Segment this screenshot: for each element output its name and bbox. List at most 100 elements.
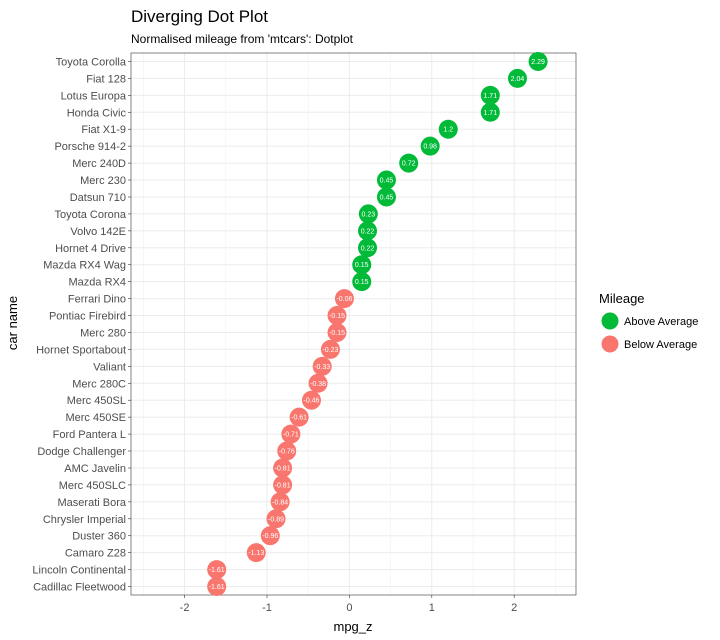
data-point xyxy=(246,543,266,563)
data-point xyxy=(376,187,396,207)
data-label: -0.33 xyxy=(314,364,330,371)
data-label: -0.23 xyxy=(322,347,338,354)
data-point xyxy=(207,577,227,597)
data-label: -0.46 xyxy=(303,398,319,405)
y-tick-label: Ford Pantera L xyxy=(53,429,126,441)
data-label: 0.15 xyxy=(355,279,369,286)
legend-swatch-below-average xyxy=(601,335,619,353)
y-tick-label: Maserati Bora xyxy=(58,497,127,509)
data-label: -0.81 xyxy=(275,465,291,472)
y-tick-label: Merc 450SL xyxy=(67,395,126,407)
data-point xyxy=(273,458,293,478)
data-label: -1.61 xyxy=(209,567,225,574)
x-axis-title: mpg_z xyxy=(333,619,372,634)
x-tick-labels: -2 -1 0 1 2 xyxy=(180,595,517,614)
y-tick-label: Pontiac Firebird xyxy=(49,311,126,323)
data-point xyxy=(260,526,280,546)
data-point xyxy=(352,272,372,292)
data-point xyxy=(281,424,301,444)
data-point xyxy=(480,85,500,105)
x-tick-label: 1 xyxy=(429,602,435,614)
y-tick-label: Merc 280C xyxy=(72,378,126,390)
data-point xyxy=(308,373,328,393)
data-point xyxy=(420,136,440,156)
data-label: 0.23 xyxy=(362,211,376,218)
legend-swatch-above-average xyxy=(601,312,619,330)
data-label: 1.71 xyxy=(483,93,497,100)
data-label: -0.38 xyxy=(310,381,326,388)
data-point xyxy=(399,153,419,173)
data-label: 0.45 xyxy=(380,178,394,185)
data-label: -1.13 xyxy=(248,550,264,557)
y-tick-label: Porsche 914-2 xyxy=(54,141,126,153)
data-point xyxy=(327,322,347,342)
data-point xyxy=(327,306,347,326)
data-label: -1.61 xyxy=(209,584,225,591)
data-point xyxy=(438,119,458,139)
data-label: 0.15 xyxy=(355,262,369,269)
data-label: 0.98 xyxy=(423,144,437,151)
legend-label-below-average: Below Average xyxy=(624,339,697,351)
data-point xyxy=(376,170,396,190)
data-label: 0.72 xyxy=(402,161,416,168)
y-tick-label: Ferrari Dino xyxy=(68,294,126,306)
data-label: -0.15 xyxy=(329,313,345,320)
y-tick-label: Camaro Z28 xyxy=(65,548,126,560)
y-tick-label: Merc 280 xyxy=(80,327,126,339)
data-label: 0.22 xyxy=(361,228,375,235)
chart-subtitle: Normalised mileage from 'mtcars': Dotplo… xyxy=(131,32,354,46)
data-point xyxy=(507,68,527,88)
y-tick-label: Toyota Corolla xyxy=(56,56,127,68)
y-tick-labels: Toyota Corolla Fiat 128 Lotus Europa Honda … xyxy=(32,56,131,594)
y-tick-label: Lotus Europa xyxy=(61,90,127,102)
y-tick-label: Honda Civic xyxy=(67,107,127,119)
data-point xyxy=(358,221,378,241)
y-tick-label: Dodge Challenger xyxy=(37,446,126,458)
y-tick-label: Cadillac Fleetwood xyxy=(33,582,126,594)
x-tick-label: -1 xyxy=(262,602,272,614)
y-tick-label: Mazda RX4 Wag xyxy=(43,260,126,272)
data-point xyxy=(270,492,290,512)
y-tick-label: Mazda RX4 xyxy=(69,277,126,289)
data-point xyxy=(266,509,286,529)
data-label: -0.61 xyxy=(291,415,307,422)
y-tick-label: Merc 450SE xyxy=(65,412,126,424)
data-point xyxy=(320,339,340,359)
y-axis-title: car name xyxy=(5,296,20,350)
data-point xyxy=(352,255,372,275)
y-tick-label: Lincoln Continental xyxy=(32,565,126,577)
legend: Mileage Above Average Below Average xyxy=(599,291,698,353)
y-tick-label: AMC Javelin xyxy=(64,463,126,475)
data-point xyxy=(528,51,548,71)
data-label: -0.81 xyxy=(275,482,291,489)
y-tick-label: Toyota Corona xyxy=(54,209,126,221)
data-label: 0.45 xyxy=(380,194,394,201)
data-label: -0.89 xyxy=(268,516,284,523)
x-tick-label: -2 xyxy=(180,602,190,614)
data-label: 1.71 xyxy=(483,110,497,117)
y-tick-label: Fiat X1-9 xyxy=(81,124,126,136)
chart-title: Diverging Dot Plot xyxy=(131,7,268,26)
data-point xyxy=(207,560,227,580)
y-tick-label: Hornet 4 Drive xyxy=(55,243,126,255)
data-label: -0.71 xyxy=(283,432,299,439)
legend-label-above-average: Above Average xyxy=(624,316,698,328)
data-point xyxy=(312,356,332,376)
data-point xyxy=(334,289,354,309)
y-tick-label: Datsun 710 xyxy=(70,192,126,204)
y-tick-label: Valiant xyxy=(93,361,126,373)
y-tick-label: Duster 360 xyxy=(72,531,126,543)
data-label: -0.15 xyxy=(329,330,345,337)
grid xyxy=(131,53,576,595)
x-tick-label: 0 xyxy=(346,602,352,614)
y-tick-label: Fiat 128 xyxy=(86,73,126,85)
data-label: -0.96 xyxy=(262,533,278,540)
x-tick-label: 2 xyxy=(511,602,517,614)
y-tick-label: Merc 230 xyxy=(80,175,126,187)
data-point xyxy=(289,407,309,427)
y-tick-label: Merc 240D xyxy=(72,158,126,170)
data-label: -0.84 xyxy=(272,499,288,506)
y-tick-label: Volvo 142E xyxy=(70,226,126,238)
y-tick-label: Chrysler Imperial xyxy=(43,514,126,526)
